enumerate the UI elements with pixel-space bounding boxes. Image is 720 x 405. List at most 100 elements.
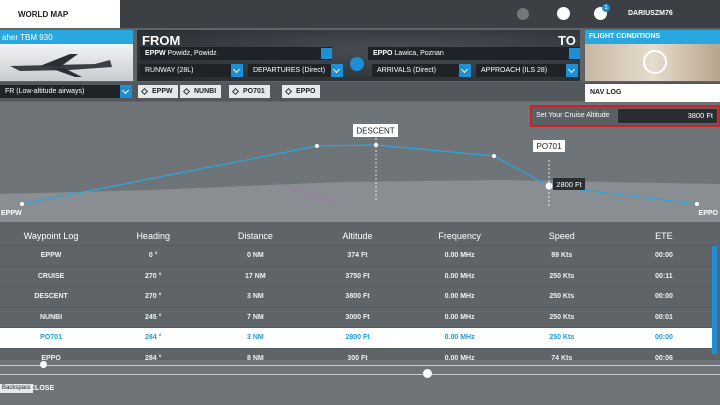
aircraft-name: aher TBM 930 (2, 33, 53, 42)
slider-handle[interactable] (423, 369, 432, 378)
cell: 3800 Ft (306, 286, 409, 307)
cell: CRUISE (0, 265, 103, 287)
clear-button[interactable] (321, 48, 332, 59)
username: DARIUSZM76 (628, 10, 673, 17)
nav-log-table: Waypoint Log Heading Distance Altitude Frequ… (0, 226, 715, 368)
departures: DEPARTURES (Direct) (253, 67, 326, 74)
friends-icon[interactable] (517, 8, 529, 20)
nav-log-tab[interactable]: NAV LOG (585, 84, 720, 102)
slider-track (0, 365, 720, 366)
column-header: Frequency (438, 230, 481, 241)
terrain (0, 180, 720, 222)
footer (0, 360, 720, 405)
cell: 3000 Ft (306, 306, 409, 328)
cell: 3750 Ft (306, 265, 409, 287)
runway-dropdown[interactable]: RUNWAY (28L) (140, 64, 243, 77)
cell: 0.00 MHz (408, 245, 511, 266)
cell: 00:01 (612, 306, 715, 328)
cell: 0 ° (102, 245, 205, 266)
cell: 270 ° (102, 265, 205, 287)
arrival-name: Lawica, Poznan (394, 50, 444, 57)
aircraft-image (0, 44, 133, 81)
cruise-altitude-box: Set Your Cruise Altitude 3800 Ft (530, 105, 720, 127)
cell: DESCENT (0, 286, 103, 307)
end-label: EPPO (699, 210, 719, 217)
cell: 00:11 (612, 265, 715, 287)
cell: 284 ° (102, 327, 205, 348)
cruise-input[interactable]: 3800 Ft (618, 109, 717, 123)
descent-label: DESCENT (356, 127, 394, 136)
departures-dropdown[interactable]: DEPARTURES (Direct) (248, 64, 343, 77)
conditions-image (585, 44, 720, 81)
waypoint-row[interactable]: EPPW 0 ° 0 NM 374 Ft 0.00 MHz 89 Kts 00:00 (0, 245, 715, 266)
altitude-box (553, 178, 585, 190)
cell: 270 ° (102, 286, 205, 307)
cell: 250 Kts (510, 265, 613, 287)
cell: 2800 Ft (306, 327, 409, 348)
cell: 3 NM (204, 327, 307, 348)
column-header: Heading (136, 230, 170, 241)
nav-log-table-wrap: Waypoint Log Heading Distance Altitude Frequ… (0, 226, 720, 368)
cell: 250 Kts (510, 327, 613, 348)
departure-name: Powidz, Powidz (167, 50, 217, 57)
from-label: FROM (142, 33, 181, 48)
selected-box (533, 140, 565, 152)
waypoint-chip[interactable]: NUNBI (180, 85, 222, 98)
arrival-input[interactable]: EPPO Lawica, Poznan (368, 47, 580, 60)
waypoint-row[interactable]: NUNBI 245 ° 7 NM 3000 Ft 0.00 MHz 250 Kts 00:0… (0, 306, 715, 328)
conditions-header[interactable]: FLIGHT CONDITIONS (585, 30, 720, 44)
profile-icon[interactable] (557, 7, 570, 20)
cell: 0.00 MHz (408, 265, 511, 287)
cell: EPPW (0, 245, 103, 266)
waypoint-chip[interactable]: EPPO (282, 85, 321, 98)
cell: 00:00 (612, 245, 715, 266)
aircraft-drawing (10, 54, 112, 77)
slider-handle[interactable] (40, 361, 47, 368)
selected-point[interactable] (545, 182, 553, 190)
flight-type: FR (Low-altitude airways) (5, 88, 85, 95)
departure-input[interactable]: EPPW Powidz, Powidz (140, 47, 332, 60)
world-map-tab[interactable]: WORLD MAP (0, 0, 120, 28)
cell: 0.00 MHz (408, 327, 511, 348)
waypoint-row[interactable]: PO701 284 ° 3 NM 2800 Ft 0.00 MHz 250 Kts 00:0… (0, 327, 715, 348)
cell: 0.00 MHz (408, 286, 511, 307)
tab-label: WORLD MAP (18, 10, 69, 19)
close-button[interactable]: CLOSE (30, 385, 55, 392)
column-header: Speed (548, 230, 575, 241)
flight-type-dropdown[interactable]: FR (Low-altitude airways) (0, 85, 132, 98)
scrollbar[interactable] (712, 246, 717, 354)
waypoint-row[interactable]: CRUISE 270 ° 17 NM 3750 Ft 0.00 MHz 250 Kts 00… (0, 265, 715, 287)
column-header: ETE (655, 230, 673, 241)
key-hint: Backspace (0, 384, 34, 393)
clear-button[interactable] (569, 48, 580, 59)
cell: PO701 (0, 327, 103, 348)
waypoint-row[interactable]: DESCENT 270 ° 3 NM 3800 Ft 0.00 MHz 250 Kts 00… (0, 286, 715, 307)
selected-altitude: 2800 Ft (556, 180, 582, 189)
cell: 374 Ft (306, 245, 409, 266)
terrain-shade (270, 182, 340, 207)
waypoint-chip[interactable]: EPPW (138, 85, 178, 98)
altitude-profile: DESCENT PO701 2800 Ft EPPW EPPO (0, 124, 720, 222)
swap-button[interactable] (350, 57, 364, 71)
column-header: Distance (237, 230, 273, 241)
cell: 7 NM (204, 306, 307, 328)
cruise-label: Set Your Cruise Altitude (536, 112, 610, 119)
cell: 0.00 MHz (408, 306, 511, 328)
aircraft-header[interactable]: aher TBM 930 (0, 30, 133, 44)
column-header: Altitude (342, 230, 373, 241)
cell: 17 NM (204, 265, 307, 287)
approach-dropdown[interactable]: APPROACH (ILS 28) (476, 64, 578, 77)
waypoint-chip[interactable]: PO701 (229, 85, 270, 98)
slider-track (0, 374, 720, 375)
cell: 3 NM (204, 286, 307, 307)
descent-box (353, 124, 398, 137)
cell: 00:00 (612, 286, 715, 307)
cell: 0 NM (204, 245, 307, 266)
arrivals-dropdown[interactable]: ARRIVALS (Direct) (372, 64, 471, 77)
to-label: TO (558, 33, 576, 48)
cell: 250 Kts (510, 286, 613, 307)
cell: NUNBI (0, 306, 103, 328)
table-header: Waypoint Log Heading Distance Altitude Frequ… (0, 226, 715, 246)
notification-badge: 1 (602, 4, 610, 12)
